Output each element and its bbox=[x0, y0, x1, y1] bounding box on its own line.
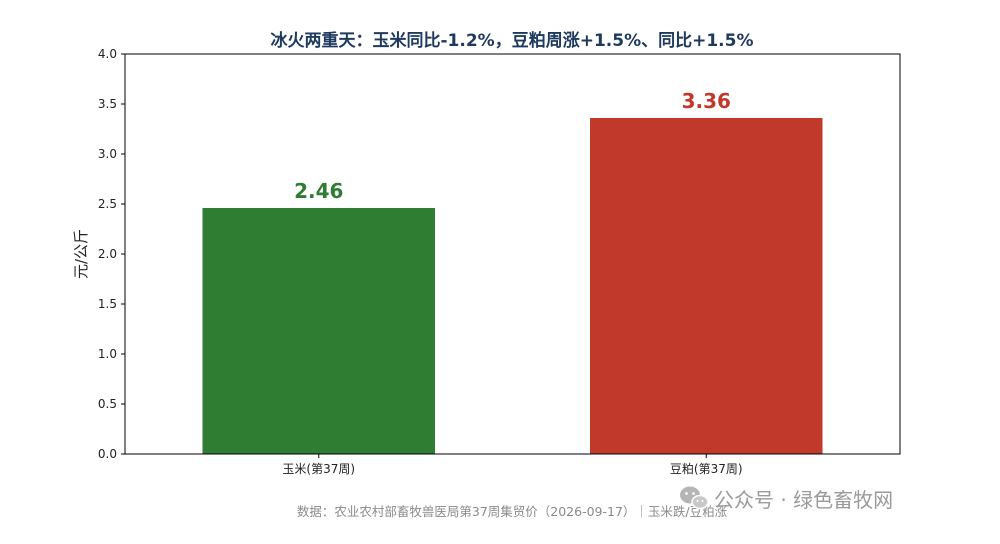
y-tick-label-1: 0.0 bbox=[98, 447, 117, 461]
y-tick-label-2: 0.5 bbox=[98, 397, 117, 411]
bar-1 bbox=[202, 208, 435, 454]
wechat-icon bbox=[680, 486, 709, 510]
bar-value-label-2: 3.36 bbox=[682, 89, 731, 113]
bars-layer bbox=[202, 118, 823, 454]
x-tick-label-1: 玉米(第37周) bbox=[282, 462, 355, 476]
y-tick-label-6: 2.5 bbox=[98, 197, 117, 211]
watermark-text: 公众号 · 绿色畜牧网 bbox=[714, 488, 893, 512]
x-axis: 玉米(第37周) 豆粕(第37周) bbox=[282, 454, 743, 476]
bar-value-label-1: 2.46 bbox=[294, 179, 343, 203]
watermark: 公众号 · 绿色畜牧网 bbox=[680, 486, 893, 512]
y-tick-label-3: 1.0 bbox=[98, 347, 117, 361]
y-tick-label-4: 1.5 bbox=[98, 297, 117, 311]
value-labels-layer: 2.46 3.36 bbox=[294, 89, 731, 203]
y-tick-label-8: 3.5 bbox=[98, 97, 117, 111]
x-tick-label-2: 豆粕(第37周) bbox=[670, 461, 743, 476]
y-tick-label-9: 4.0 bbox=[98, 47, 117, 61]
source-note: 数据：农业农村部畜牧兽医局第37周集贸价（2026-09-17）｜玉米跌/豆粕涨 bbox=[297, 504, 728, 519]
chart-title: 冰火两重天：玉米同比-1.2%，豆粕周涨+1.5%、同比+1.5% bbox=[271, 30, 754, 51]
y-tick-label-5: 2.0 bbox=[98, 247, 117, 261]
y-tick-label-7: 3.0 bbox=[98, 147, 117, 161]
y-axis: 0.0 0.5 1.0 1.5 2.0 2.5 3.0 3.5 4.0 bbox=[98, 47, 125, 461]
y-axis-label: 元/公斤 bbox=[72, 229, 90, 279]
bar-2 bbox=[590, 118, 823, 454]
